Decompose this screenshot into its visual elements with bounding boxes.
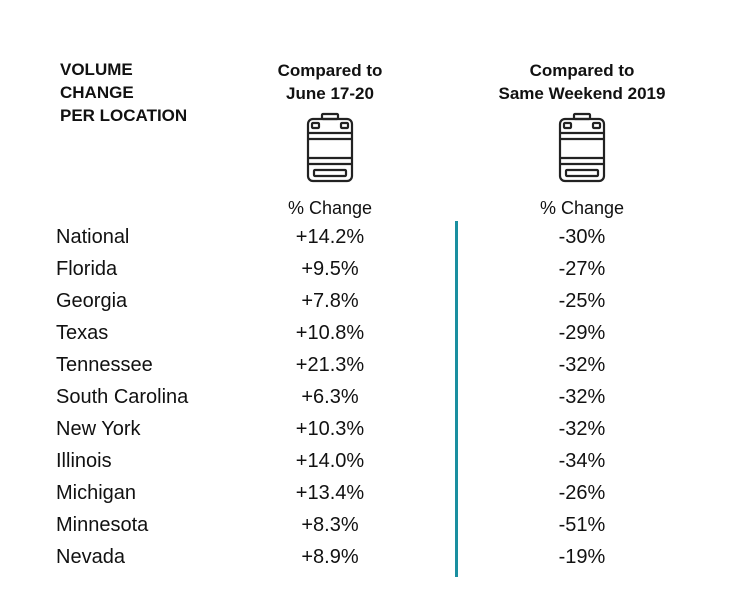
table-title-line: CHANGE bbox=[60, 83, 134, 102]
year-change-cell: -27% bbox=[558, 258, 606, 280]
year-change-cell: -30% bbox=[558, 226, 606, 248]
column-divider bbox=[455, 221, 458, 577]
column-header-2019: Compared to Same Weekend 2019 bbox=[462, 59, 702, 105]
location-cell: Illinois bbox=[56, 450, 112, 472]
year-change-cell: -51% bbox=[558, 514, 606, 536]
location-cell: Tennessee bbox=[56, 354, 153, 376]
table-row: Georgia +7.8% -25% bbox=[0, 288, 746, 320]
table-row: Tennessee +21.3% -32% bbox=[0, 352, 746, 384]
column-header-line: Compared to bbox=[529, 61, 635, 80]
table-row: South Carolina +6.3% -32% bbox=[0, 384, 746, 416]
year-change-cell: -25% bbox=[558, 290, 606, 312]
june-change-cell: +7.8% bbox=[301, 290, 359, 312]
table-title-line: VOLUME bbox=[60, 60, 133, 79]
year-change-cell: -32% bbox=[558, 386, 606, 408]
table-row: Texas +10.8% -29% bbox=[0, 320, 746, 352]
june-change-cell: +14.0% bbox=[295, 450, 365, 472]
year-change-cell: -32% bbox=[558, 354, 606, 376]
year-change-cell: -19% bbox=[558, 546, 606, 568]
location-cell: New York bbox=[56, 418, 141, 440]
table-title-line: PER LOCATION bbox=[60, 106, 188, 125]
location-cell: Michigan bbox=[56, 482, 137, 504]
location-cell: Minnesota bbox=[56, 514, 149, 536]
keg-icon bbox=[558, 112, 606, 183]
location-cell: Georgia bbox=[56, 290, 128, 312]
location-cell: Texas bbox=[56, 322, 109, 344]
year-change-cell: -32% bbox=[558, 418, 606, 440]
location-cell: National bbox=[56, 226, 130, 248]
year-change-cell: -29% bbox=[558, 322, 606, 344]
column-header-line: Same Weekend 2019 bbox=[498, 84, 666, 103]
june-change-cell: +10.3% bbox=[295, 418, 365, 440]
table-row: Nevada +8.9% -19% bbox=[0, 544, 746, 576]
june-change-cell: +9.5% bbox=[301, 258, 359, 280]
year-change-cell: -34% bbox=[558, 450, 606, 472]
year-change-cell: -26% bbox=[558, 482, 606, 504]
column-header-line: June 17-20 bbox=[286, 84, 374, 103]
location-cell: South Carolina bbox=[56, 386, 189, 408]
table-row: New York +10.3% -32% bbox=[0, 416, 746, 448]
location-cell: Nevada bbox=[56, 546, 125, 568]
column-header-line: Compared to bbox=[277, 61, 383, 80]
june-change-cell: +21.3% bbox=[295, 354, 365, 376]
june-change-cell: +14.2% bbox=[295, 226, 365, 248]
june-change-cell: +10.8% bbox=[295, 322, 365, 344]
june-change-cell: +6.3% bbox=[301, 386, 359, 408]
june-change-cell: +8.9% bbox=[301, 546, 359, 568]
table-row: Illinois +14.0% -34% bbox=[0, 448, 746, 480]
table-title: VOLUME CHANGE PER LOCATION bbox=[60, 58, 230, 127]
june-change-cell: +8.3% bbox=[301, 514, 359, 536]
column-subheader-2019: % Change bbox=[539, 198, 625, 218]
column-subheader-june: % Change bbox=[287, 198, 373, 218]
keg-icon bbox=[306, 112, 354, 183]
column-header-june: Compared to June 17-20 bbox=[230, 59, 430, 105]
table-row: Florida +9.5% -27% bbox=[0, 256, 746, 288]
table-row: Michigan +13.4% -26% bbox=[0, 480, 746, 512]
table-row: National +14.2% -30% bbox=[0, 224, 746, 256]
june-change-cell: +13.4% bbox=[295, 482, 365, 504]
data-table: National +14.2% -30% Florida +9.5% -27% … bbox=[0, 224, 746, 576]
location-cell: Florida bbox=[56, 258, 118, 280]
table-row: Minnesota +8.3% -51% bbox=[0, 512, 746, 544]
